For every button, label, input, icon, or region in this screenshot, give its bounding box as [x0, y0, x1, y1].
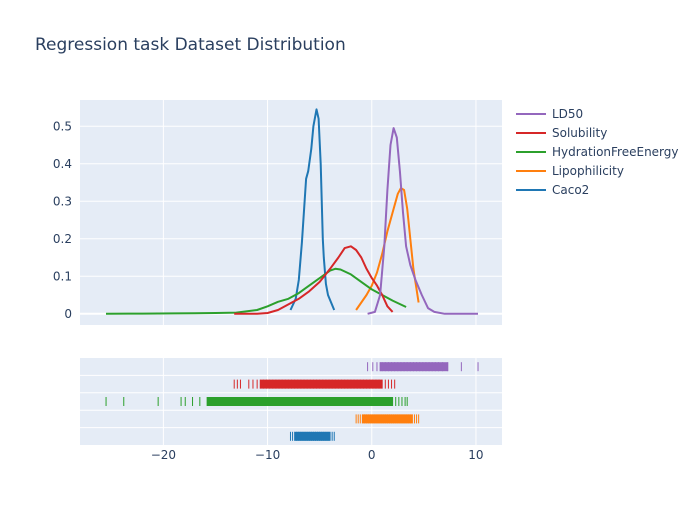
density-line-caco2: [289, 108, 336, 311]
legend-label: HydrationFreeEnergy: [552, 145, 679, 159]
legend-item-hydrationfreeenergy[interactable]: HydrationFreeEnergy: [516, 145, 679, 159]
legend-label: Solubility: [552, 126, 607, 140]
y-tick-label: 0.1: [53, 269, 72, 283]
legend-item-caco2[interactable]: Caco2: [516, 183, 589, 197]
density-plot-background: [80, 100, 502, 325]
x-tick-label: −10: [255, 448, 280, 462]
rug-row-lipophilicity: [355, 414, 420, 424]
rug-dense-band: [294, 431, 331, 441]
chart-title: Regression task Dataset Distribution: [35, 35, 346, 55]
legend[interactable]: LD50 Solubility HydrationFreeEnergy Lipophi…: [516, 107, 679, 197]
density-line-lipophilicity: [355, 187, 420, 311]
y-tick-label: 0.4: [53, 157, 72, 171]
rug-row-hydrationfreeenergy: [105, 397, 408, 406]
legend-item-solubility[interactable]: Solubility: [516, 126, 607, 140]
rug-dense-band: [380, 362, 448, 372]
x-tick-label: 10: [468, 448, 483, 462]
rug-dense-band: [207, 397, 393, 406]
density-plot: 0 0.1 0.2 0.3 0.4 0.5: [53, 100, 502, 325]
legend-label: LD50: [552, 107, 583, 121]
legend-label: Lipophilicity: [552, 164, 624, 178]
rug-row-solubility: [233, 379, 396, 389]
density-line-solubility: [234, 245, 394, 315]
density-line-hydrationfreeenergy: [105, 267, 407, 315]
x-tick-label: 0: [368, 448, 376, 462]
legend-item-ld50[interactable]: LD50: [516, 107, 583, 121]
legend-label: Caco2: [552, 183, 589, 197]
rug-dense-band: [362, 414, 413, 424]
y-tick-label: 0.5: [53, 119, 72, 133]
density-line-ld50: [367, 127, 478, 315]
y-tick-label: 0.2: [53, 232, 72, 246]
rug-dense-band: [260, 379, 383, 389]
rug-row-caco2: [289, 431, 335, 441]
y-tick-label: 0: [64, 307, 72, 321]
rug-plot: −20 −10 0 10: [80, 358, 502, 462]
rug-row-ld50: [367, 362, 479, 372]
legend-item-lipophilicity[interactable]: Lipophilicity: [516, 164, 624, 178]
x-tick-label: −20: [151, 448, 176, 462]
y-tick-label: 0.3: [53, 194, 72, 208]
